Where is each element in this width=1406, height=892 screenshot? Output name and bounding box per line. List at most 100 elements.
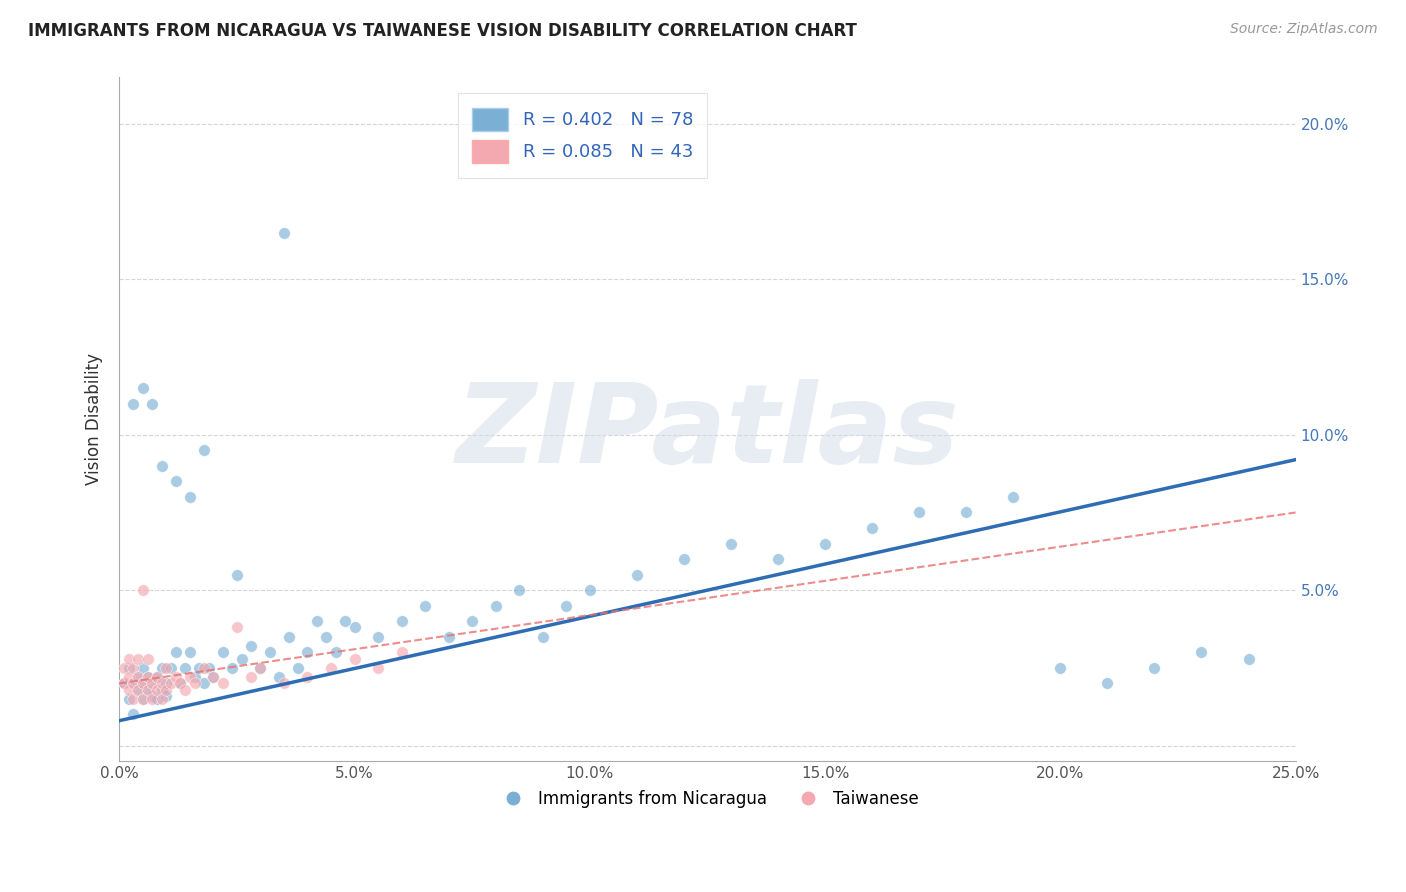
- Point: [179, 670, 201, 684]
- Point: [150, 676, 173, 690]
- Point: [240, 639, 263, 653]
- Point: [155, 682, 177, 697]
- Point: [188, 661, 211, 675]
- Point: [141, 676, 163, 690]
- Text: Source: ZipAtlas.com: Source: ZipAtlas.com: [1230, 22, 1378, 37]
- Point: [136, 670, 159, 684]
- Point: [273, 676, 295, 690]
- Point: [183, 670, 205, 684]
- Point: [814, 536, 837, 550]
- Point: [249, 661, 271, 675]
- Point: [155, 661, 177, 675]
- Point: [287, 661, 309, 675]
- Point: [202, 670, 225, 684]
- Point: [193, 676, 215, 690]
- Point: [485, 599, 508, 613]
- Point: [122, 676, 145, 690]
- Point: [118, 682, 141, 697]
- Point: [165, 475, 187, 489]
- Point: [136, 670, 159, 684]
- Point: [132, 692, 155, 706]
- Point: [112, 661, 135, 675]
- Point: [391, 614, 413, 628]
- Point: [259, 645, 281, 659]
- Point: [132, 692, 155, 706]
- Point: [179, 490, 201, 504]
- Point: [122, 692, 145, 706]
- Point: [531, 630, 554, 644]
- Point: [169, 676, 191, 690]
- Point: [122, 397, 145, 411]
- Point: [174, 661, 197, 675]
- Text: IMMIGRANTS FROM NICARAGUA VS TAIWANESE VISION DISABILITY CORRELATION CHART: IMMIGRANTS FROM NICARAGUA VS TAIWANESE V…: [28, 22, 858, 40]
- Text: ZIPatlas: ZIPatlas: [456, 379, 959, 486]
- Point: [127, 682, 149, 697]
- Point: [146, 682, 169, 697]
- Point: [136, 682, 159, 697]
- Point: [118, 661, 141, 675]
- Point: [672, 552, 695, 566]
- Point: [1191, 645, 1213, 659]
- Point: [193, 661, 215, 675]
- Point: [141, 692, 163, 706]
- Point: [555, 599, 578, 613]
- Point: [146, 670, 169, 684]
- Point: [297, 670, 319, 684]
- Point: [183, 676, 205, 690]
- Point: [221, 661, 243, 675]
- Point: [1143, 661, 1166, 675]
- Point: [127, 682, 149, 697]
- Point: [325, 645, 347, 659]
- Point: [127, 670, 149, 684]
- Y-axis label: Vision Disability: Vision Disability: [86, 353, 103, 485]
- Point: [720, 536, 742, 550]
- Point: [197, 661, 219, 675]
- Point: [146, 692, 169, 706]
- Point: [626, 567, 648, 582]
- Point: [136, 651, 159, 665]
- Point: [315, 630, 337, 644]
- Point: [343, 651, 366, 665]
- Point: [118, 692, 141, 706]
- Point: [273, 226, 295, 240]
- Point: [225, 567, 247, 582]
- Point: [165, 645, 187, 659]
- Point: [132, 381, 155, 395]
- Point: [112, 676, 135, 690]
- Point: [132, 583, 155, 598]
- Point: [319, 661, 342, 675]
- Point: [127, 651, 149, 665]
- Point: [1097, 676, 1119, 690]
- Point: [908, 506, 931, 520]
- Point: [297, 645, 319, 659]
- Point: [141, 397, 163, 411]
- Point: [174, 682, 197, 697]
- Point: [118, 651, 141, 665]
- Point: [165, 670, 187, 684]
- Point: [122, 707, 145, 722]
- Point: [333, 614, 356, 628]
- Point: [150, 682, 173, 697]
- Point: [1237, 651, 1260, 665]
- Point: [578, 583, 600, 598]
- Point: [225, 620, 247, 634]
- Point: [136, 682, 159, 697]
- Point: [231, 651, 253, 665]
- Point: [132, 661, 155, 675]
- Point: [169, 676, 191, 690]
- Legend: Immigrants from Nicaragua, Taiwanese: Immigrants from Nicaragua, Taiwanese: [489, 783, 925, 814]
- Point: [249, 661, 271, 675]
- Point: [141, 676, 163, 690]
- Point: [179, 645, 201, 659]
- Point: [766, 552, 789, 566]
- Point: [211, 645, 233, 659]
- Point: [150, 458, 173, 473]
- Point: [269, 670, 291, 684]
- Point: [277, 630, 299, 644]
- Point: [127, 670, 149, 684]
- Point: [508, 583, 530, 598]
- Point: [150, 692, 173, 706]
- Point: [155, 689, 177, 703]
- Point: [1002, 490, 1025, 504]
- Point: [955, 506, 977, 520]
